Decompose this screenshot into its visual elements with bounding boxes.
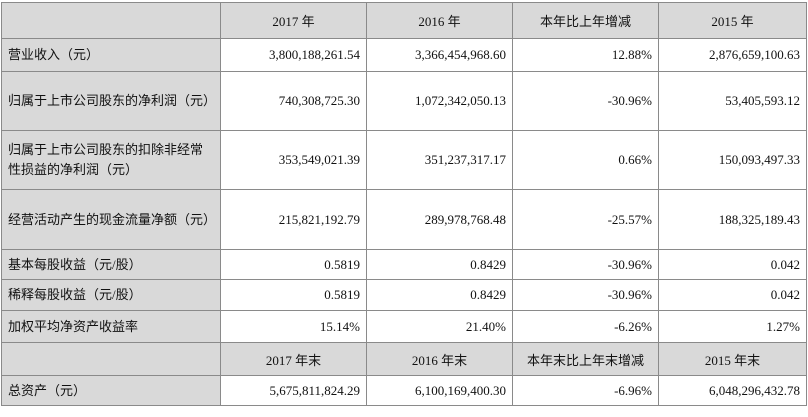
row-label: 稀释每股收益（元/股） — [1, 279, 221, 311]
value-2017: 0.5819 — [220, 249, 367, 280]
financial-table: 2017 年 2016 年 本年比上年增减 2015 年 营业收入（元） 3,8… — [1, 2, 807, 406]
table-row: 营业收入（元） 3,800,188,261.54 3,366,454,968.6… — [1, 38, 807, 72]
table-row: 基本每股收益（元/股） 0.5819 0.8429 -30.96% 0.042 — [1, 249, 807, 280]
value-change: -6.96% — [512, 375, 659, 406]
table-row: 归属于上市公司股东的扣除非经常性损益的净利润（元） 353,549,021.39… — [1, 130, 807, 190]
row-label: 基本每股收益（元/股） — [1, 249, 221, 280]
header-cell-empty — [1, 2, 221, 39]
header-cell-2015-end: 2015 年末 — [658, 342, 807, 376]
value-2015: 0.042 — [658, 279, 807, 311]
row-label: 归属于上市公司股东的扣除非经常性损益的净利润（元） — [1, 130, 221, 190]
table-row: 归属于上市公司股东的净利润（元） 740,308,725.30 1,072,34… — [1, 71, 807, 131]
value-2016: 3,366,454,968.60 — [366, 38, 513, 72]
row-label: 加权平均净资产收益率 — [1, 310, 221, 343]
value-2017: 215,821,192.79 — [220, 189, 367, 250]
header-row-annual: 2017 年 2016 年 本年比上年增减 2015 年 — [1, 2, 807, 39]
value-2016: 351,237,317.17 — [366, 130, 513, 190]
row-label: 归属于上市公司股东的净利润（元） — [1, 71, 221, 131]
header-cell-2015: 2015 年 — [658, 2, 807, 39]
value-2015: 188,325,189.43 — [658, 189, 807, 250]
header-cell-change: 本年比上年增减 — [512, 2, 659, 39]
value-change: -25.57% — [512, 189, 659, 250]
header-cell-change-end: 本年末比上年末增减 — [512, 342, 659, 376]
value-2015: 2,876,659,100.63 — [658, 38, 807, 72]
value-2017: 5,675,811,824.29 — [220, 375, 367, 406]
value-change: 0.66% — [512, 130, 659, 190]
value-change: 12.88% — [512, 38, 659, 72]
table-row: 经营活动产生的现金流量净额（元） 215,821,192.79 289,978,… — [1, 189, 807, 250]
value-2015: 0.042 — [658, 249, 807, 280]
value-change: -6.26% — [512, 310, 659, 343]
value-2015: 150,093,497.33 — [658, 130, 807, 190]
row-label: 总资产（元） — [1, 375, 221, 406]
table-row: 总资产（元） 5,675,811,824.29 6,100,169,400.30… — [1, 375, 807, 406]
value-2017: 740,308,725.30 — [220, 71, 367, 131]
value-2016: 21.40% — [366, 310, 513, 343]
value-2017: 0.5819 — [220, 279, 367, 311]
value-change: -30.96% — [512, 71, 659, 131]
value-2015: 6,048,296,432.78 — [658, 375, 807, 406]
value-2015: 53,405,593.12 — [658, 71, 807, 131]
row-label: 经营活动产生的现金流量净额（元） — [1, 189, 221, 250]
value-change: -30.96% — [512, 279, 659, 311]
table-row: 稀释每股收益（元/股） 0.5819 0.8429 -30.96% 0.042 — [1, 279, 807, 311]
row-label: 营业收入（元） — [1, 38, 221, 72]
header-cell-empty — [1, 342, 221, 376]
header-row-yearend: 2017 年末 2016 年末 本年末比上年末增减 2015 年末 — [1, 342, 807, 376]
value-2017: 3,800,188,261.54 — [220, 38, 367, 72]
value-2016: 0.8429 — [366, 249, 513, 280]
value-2016: 1,072,342,050.13 — [366, 71, 513, 131]
header-cell-2016-end: 2016 年末 — [366, 342, 513, 376]
value-2016: 0.8429 — [366, 279, 513, 311]
value-2017: 353,549,021.39 — [220, 130, 367, 190]
value-2017: 15.14% — [220, 310, 367, 343]
header-cell-2017-end: 2017 年末 — [220, 342, 367, 376]
value-2016: 289,978,768.48 — [366, 189, 513, 250]
header-cell-2017: 2017 年 — [220, 2, 367, 39]
value-change: -30.96% — [512, 249, 659, 280]
value-2015: 1.27% — [658, 310, 807, 343]
table-row: 加权平均净资产收益率 15.14% 21.40% -6.26% 1.27% — [1, 310, 807, 343]
header-cell-2016: 2016 年 — [366, 2, 513, 39]
value-2016: 6,100,169,400.30 — [366, 375, 513, 406]
